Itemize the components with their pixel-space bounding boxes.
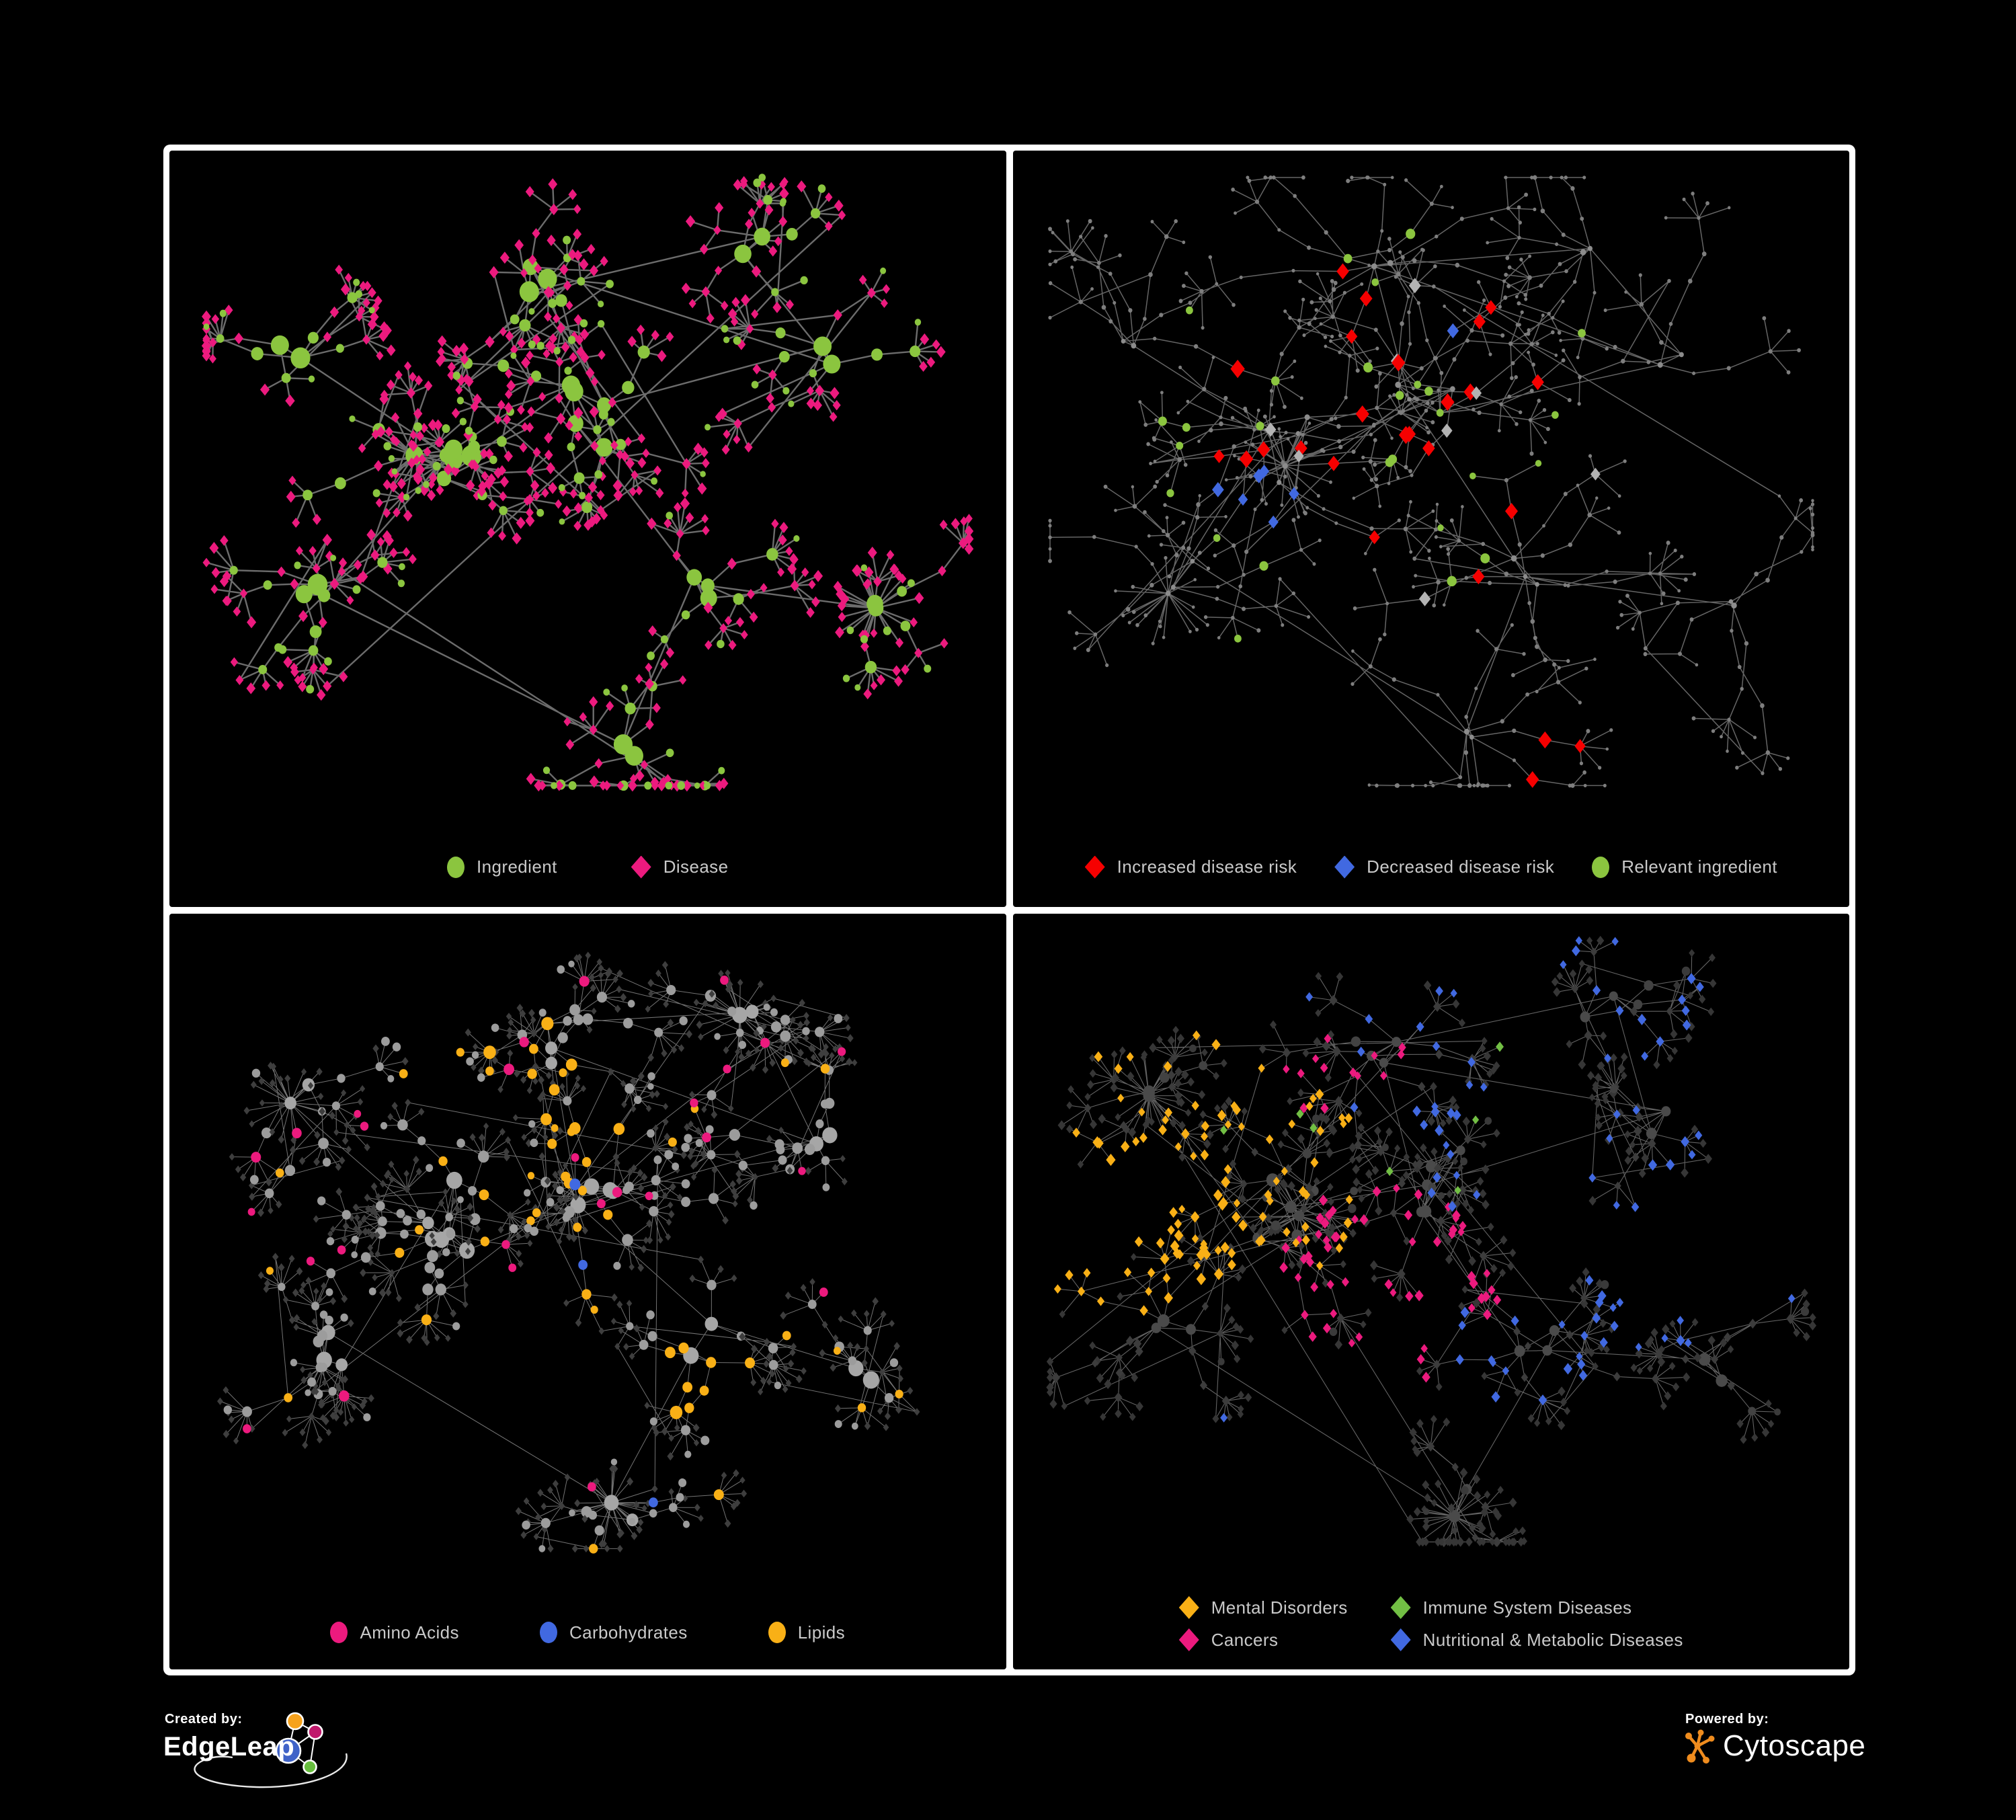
powered-by-label: Powered by: <box>1685 1712 1769 1727</box>
created-by-label: Created by: <box>165 1712 243 1727</box>
legend-item: Disease <box>631 855 729 879</box>
network-nutrient-classes <box>217 951 920 1554</box>
lipids-marker <box>768 1622 786 1643</box>
legend-item: Relevant ingredient <box>1592 856 1777 878</box>
legend-ingredient-disease: Ingredient Disease <box>169 855 1006 879</box>
legend-label: Carbohydrates <box>569 1622 688 1643</box>
legend-item: Increased disease risk <box>1084 855 1297 879</box>
amino-acids-marker <box>330 1622 348 1643</box>
legend-label: Ingredient <box>477 857 557 877</box>
nodes-layer <box>1045 935 1816 1547</box>
panel-disease-categories: Mental Disorders Immune System Diseases … <box>1012 913 1850 1669</box>
legend-label: Cancers <box>1211 1629 1279 1650</box>
ingredient-marker <box>447 856 465 878</box>
legend-label: Amino Acids <box>360 1622 459 1643</box>
legend-disease-categories: Mental Disorders Immune System Diseases … <box>1013 1596 1850 1651</box>
edgeleap-wordmark: EdgeLeap <box>163 1732 295 1762</box>
legend-label: Relevant ingredient <box>1621 857 1777 877</box>
legend-item: Ingredient <box>447 856 557 878</box>
nodes-layer <box>1047 175 1814 788</box>
edges-layer <box>1049 940 1813 1542</box>
legend-item: Cancers <box>1178 1628 1348 1651</box>
panel-ingredient-disease: Ingredient Disease <box>169 151 1006 907</box>
carbohydrates-marker <box>539 1622 557 1643</box>
increased-risk-marker <box>1084 855 1105 879</box>
cytoscape-logo <box>1685 1729 1715 1764</box>
legend-disease-risk: Increased disease risk Decreased disease… <box>1013 855 1850 879</box>
edges-layer <box>1049 177 1813 787</box>
panel-grid: Ingredient Disease Increased disease ris… <box>163 145 1855 1675</box>
legend-item: Lipids <box>768 1622 845 1643</box>
legend-item: Amino Acids <box>330 1622 459 1643</box>
edgeleap-logo <box>194 1712 348 1788</box>
network-disease-categories <box>1045 935 1816 1547</box>
disease-marker <box>631 855 651 879</box>
edges-layer <box>220 955 918 1549</box>
network-ingredient-disease <box>201 173 974 792</box>
legend-item: Decreased disease risk <box>1334 855 1555 879</box>
legend-item: Carbohydrates <box>539 1622 688 1643</box>
cytoscape-row: Cytoscape <box>1684 1728 1865 1764</box>
panel-disease-risk: Increased disease risk Decreased disease… <box>1012 151 1850 907</box>
powered-by-block: Powered by: Cytosc <box>1684 1705 1872 1786</box>
edgeleap-logo-nodes <box>275 1712 323 1774</box>
created-by-block: Created by: EdgeLeap <box>163 1705 392 1799</box>
decreased-risk-marker <box>1334 855 1355 879</box>
legend-label: Nutritional & Metabolic Diseases <box>1422 1629 1683 1650</box>
edgeleap-swoosh <box>194 1753 348 1788</box>
cytoscape-wordmark: Cytoscape <box>1723 1729 1866 1762</box>
legend-label: Increased disease risk <box>1117 857 1297 877</box>
panel-nutrient-classes: Amino Acids Carbohydrates Lipids <box>169 913 1006 1669</box>
cancers-marker <box>1178 1628 1199 1651</box>
legend-label: Decreased disease risk <box>1367 857 1555 877</box>
legend-item: Mental Disorders <box>1178 1596 1348 1619</box>
relevant-ingredient-marker <box>1592 856 1610 878</box>
legend-nutrient-classes: Amino Acids Carbohydrates Lipids <box>169 1622 1006 1643</box>
legend-label: Mental Disorders <box>1211 1597 1348 1618</box>
legend-label: Immune System Diseases <box>1422 1597 1632 1618</box>
nutritional-metabolic-marker <box>1390 1628 1411 1651</box>
nodes-layer <box>201 173 974 792</box>
legend-item: Immune System Diseases <box>1390 1596 1683 1619</box>
network-disease-risk <box>1047 175 1814 788</box>
legend-label: Lipids <box>797 1622 846 1643</box>
nodes-layer <box>217 951 920 1554</box>
immune-diseases-marker <box>1390 1596 1411 1619</box>
legend-item: Nutritional & Metabolic Diseases <box>1390 1628 1683 1651</box>
cytoscape-logo-nodes <box>1685 1729 1715 1764</box>
mental-disorders-marker <box>1178 1596 1199 1619</box>
legend-label: Disease <box>663 857 729 877</box>
